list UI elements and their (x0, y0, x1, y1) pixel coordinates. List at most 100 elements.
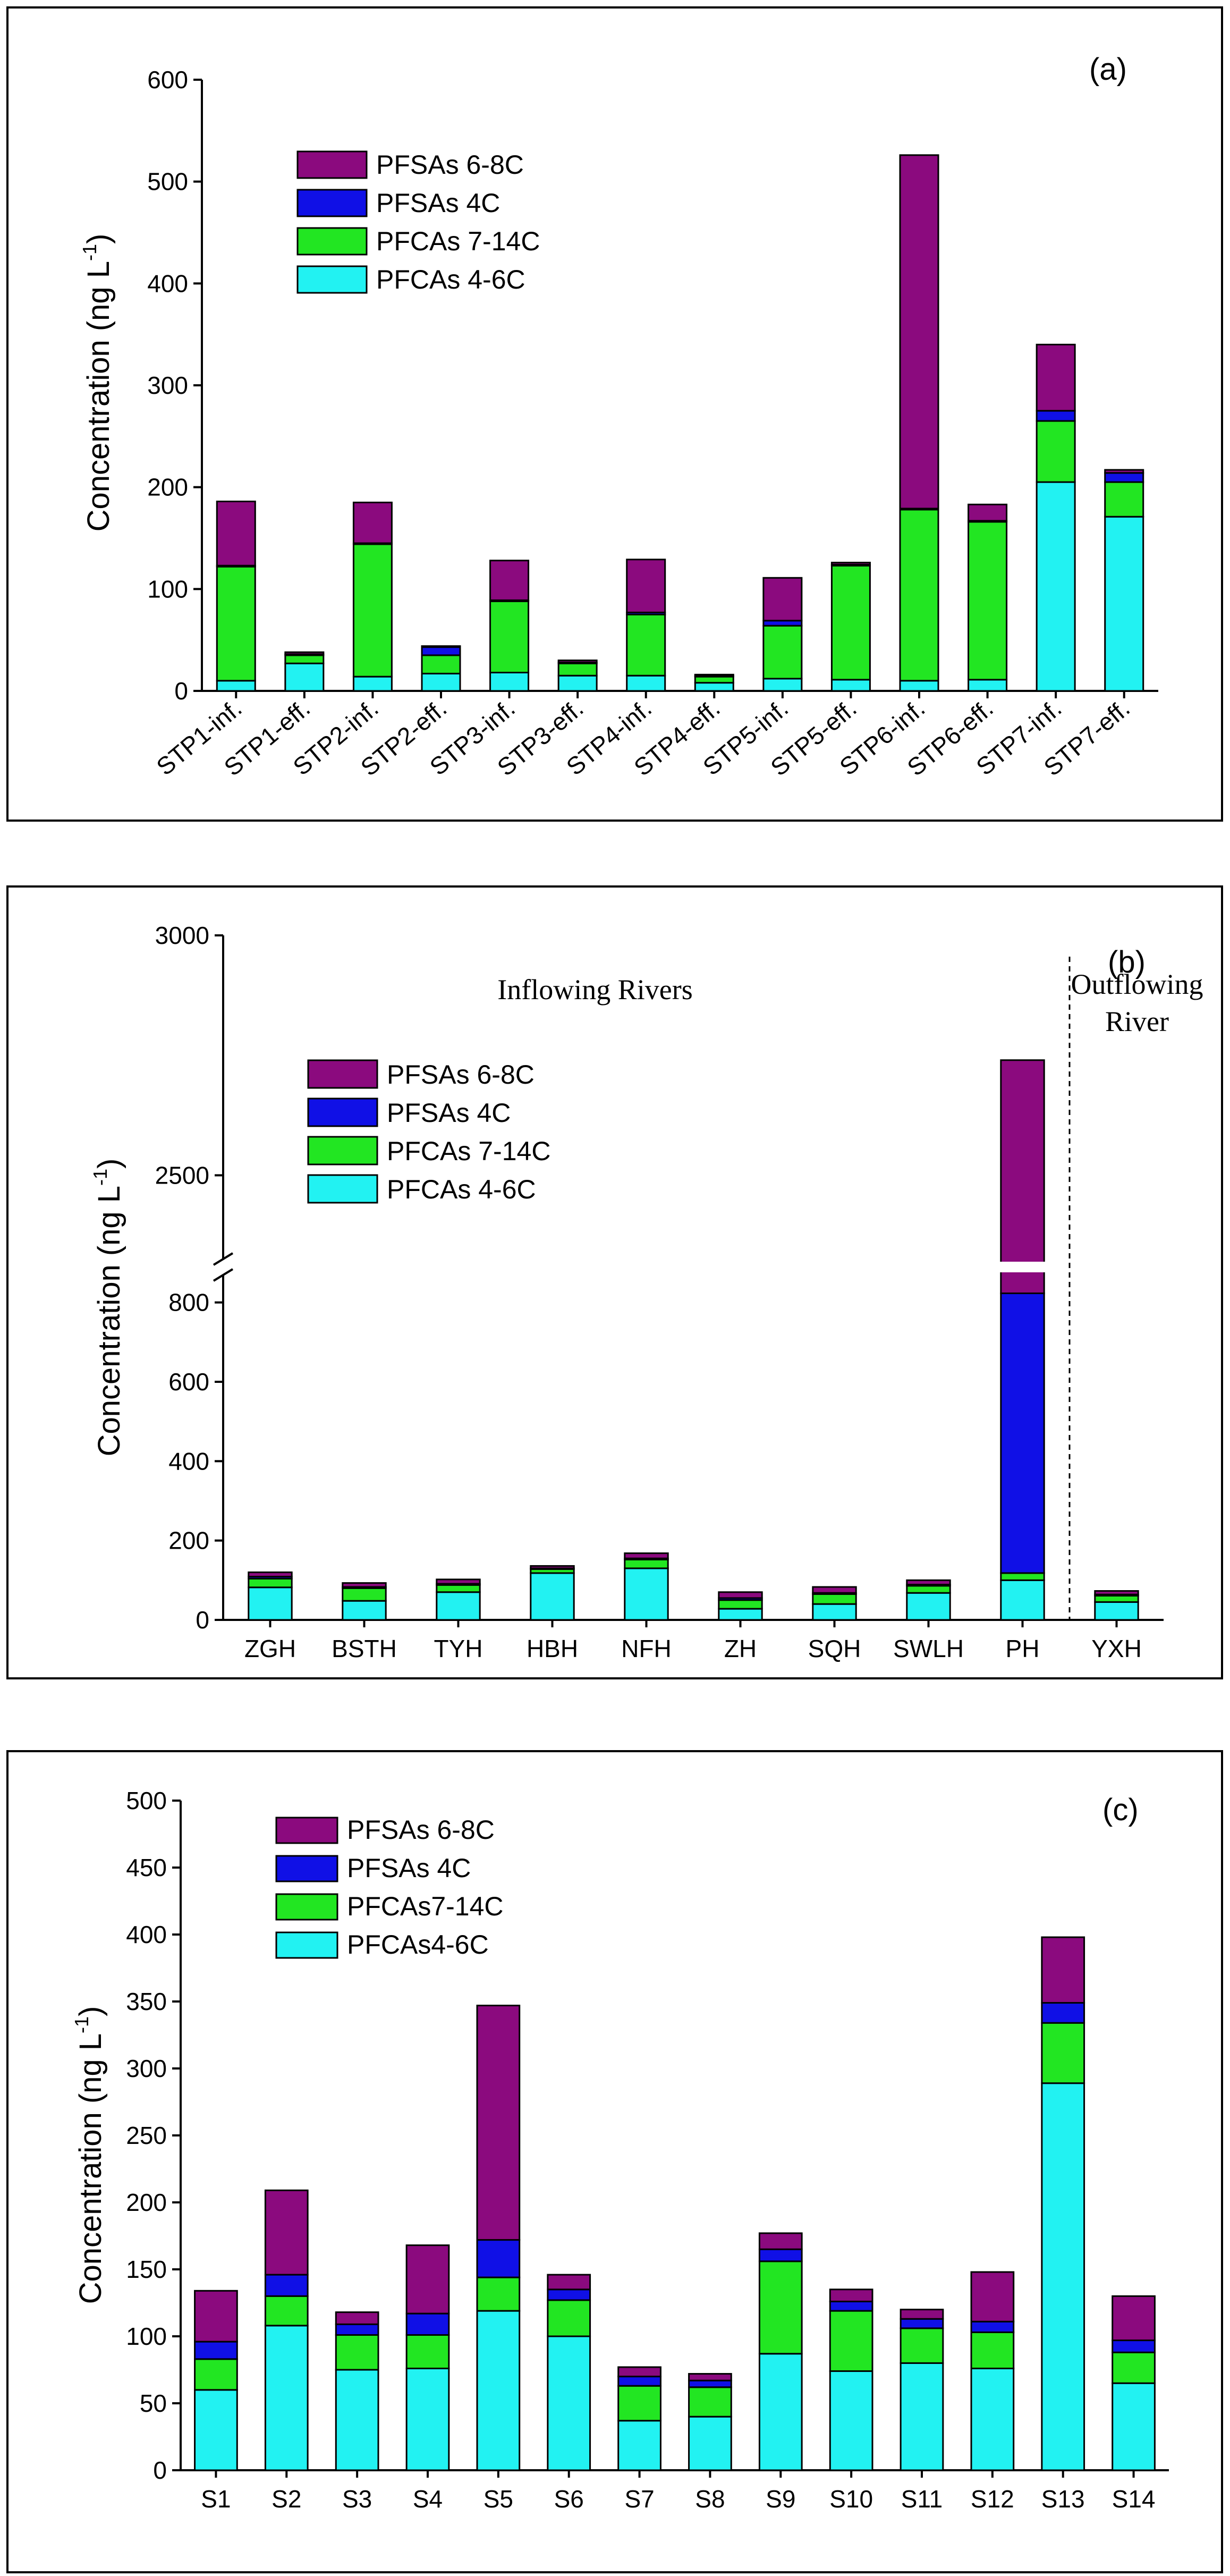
c-category-label: S12 (971, 2485, 1014, 2513)
panel-c-axes: 0 50 100 150 200 250 300 350 400 450 500 S1 S2 S3 S4 S5… (126, 1787, 1169, 2513)
a-legend-swatch-pfcas-7-14c (296, 227, 368, 256)
b-y-tick-label: 3000 (155, 922, 209, 949)
a-bar-stp4-inf-pfcas-4-6c (626, 674, 666, 692)
c-bar-s4-pfcas-4-6c (405, 2367, 450, 2471)
a-bar-stp3-eff-pfcas-7-14c (557, 662, 598, 677)
b-bar-hbh-pfsas-6-8c (530, 1565, 575, 1569)
b-bar-sqh-pfcas-4-6c (812, 1603, 857, 1621)
c-bar-s8-pfcas-4-6c (688, 2415, 732, 2471)
a-bar-stp2-eff-pfsas-6-8c (421, 645, 461, 648)
a-bar-stp7-inf-pfsas-4c (1036, 410, 1076, 422)
c-bar-s8-pfcas-7-14c (688, 2386, 732, 2418)
c-legend-swatch-pfcas4-6c (275, 1931, 338, 1959)
c-y-tick-label: 300 (126, 2055, 167, 2082)
c-y-tick-label: 350 (126, 1988, 167, 2015)
c-bar-s4-pfsas-4c (405, 2312, 450, 2336)
c-bar-s5-pfcas-7-14c (476, 2276, 521, 2312)
b-bar-zh-pfsas-6-8c (718, 1591, 763, 1599)
a-bar-stp7-inf-pfsas-6-8c (1036, 343, 1076, 412)
b-bar-nfh-pfsas-6-8c (624, 1552, 669, 1559)
a-bar-stp5-eff-pfcas-4-6c (830, 679, 871, 692)
a-bar-stp1-eff-pfsas-6-8c (284, 651, 325, 655)
a-bar-stp5-inf-pfsas-6-8c (762, 577, 803, 622)
b-category-label: ZH (724, 1635, 757, 1662)
b-category-label: TYH (434, 1635, 483, 1662)
c-bar-s2-pfcas-7-14c (264, 2295, 309, 2327)
c-category-label: S3 (342, 2485, 372, 2513)
b-y-tick-label: 400 (168, 1447, 209, 1475)
c-bar-s5-pfsas-6-8c (476, 2005, 521, 2241)
c-bar-s10-pfsas-4c (829, 2300, 873, 2312)
c-bar-s4-pfsas-6-8c (405, 2244, 450, 2315)
b-legend-label-pfcas-7-14c: PFCAs 7-14C (387, 1136, 550, 1166)
c-bar-s5-pfcas-4-6c (476, 2310, 521, 2471)
b-legend-label-pfsas-6-8c: PFSAs 6-8C (387, 1060, 535, 1089)
panel-a-y-axis-label: Concentration (ng L-1) (79, 234, 116, 532)
c-category-label: S1 (201, 2485, 231, 2513)
panel-c-label: (c) (1102, 1793, 1139, 1827)
b-bar-sqh-pfcas-7-14c (812, 1593, 857, 1605)
c-bar-s13-pfsas-4c (1041, 2002, 1085, 2024)
c-bar-s8-pfsas-4c (688, 2379, 732, 2388)
c-y-tick-label: 400 (126, 1921, 167, 1948)
b-bar-ph-pfcas-4-6c (1000, 1579, 1045, 1621)
panel-c-bars (194, 1936, 1156, 2471)
outflowing-river-annotation: River (1105, 1006, 1169, 1037)
b-y-tick-label: 0 (196, 1606, 209, 1634)
c-category-label: S9 (766, 2485, 795, 2513)
c-bar-s12-pfsas-4c (970, 2320, 1015, 2333)
c-bar-s11-pfsas-4c (900, 2318, 944, 2329)
c-bar-s6-pfsas-6-8c (547, 2274, 591, 2291)
b-bar-yxh-pfsas-6-8c (1094, 1590, 1139, 1595)
c-category-label: S4 (413, 2485, 443, 2513)
a-bar-stp3-eff-pfsas-6-8c (557, 660, 598, 663)
b-bar-nfh-pfcas-4-6c (624, 1567, 669, 1621)
c-bar-s14-pfsas-6-8c (1112, 2295, 1156, 2342)
a-bar-stp5-eff-pfcas-7-14c (830, 564, 871, 681)
b-axis-break-mark (213, 1252, 234, 1266)
b-legend-label-pfcas-4-6c: PFCAs 4-6C (387, 1175, 536, 1204)
c-bar-s9-pfsas-6-8c (758, 2232, 803, 2250)
c-bar-s1-pfcas-7-14c (194, 2358, 238, 2391)
b-axis-break-mark (213, 1268, 234, 1282)
c-bar-s13-pfcas-4-6c (1041, 2082, 1085, 2471)
c-bar-s9-pfcas-7-14c (758, 2260, 803, 2355)
a-bar-stp3-inf-pfcas-4-6c (489, 672, 530, 692)
panel-b: (b) Inflowing Rivers Outflowing River Co… (6, 885, 1223, 1679)
c-bar-s1-pfsas-4c (194, 2341, 238, 2360)
b-y-tick-label: 800 (168, 1289, 209, 1316)
a-bar-stp6-eff-pfcas-4-6c (968, 679, 1008, 692)
a-bar-stp7-eff-pfsas-4c (1104, 472, 1144, 483)
a-bar-stp3-eff-pfcas-4-6c (557, 674, 598, 692)
c-bar-s3-pfcas-7-14c (335, 2334, 379, 2371)
c-category-label: S8 (695, 2485, 725, 2513)
c-category-label: S7 (624, 2485, 654, 2513)
panel-c: (c) Concentration (ng L-1) 0 50 100 150 200 2… (6, 1750, 1223, 2573)
a-bar-stp3-inf-pfsas-6-8c (489, 560, 530, 601)
c-legend-swatch-pfsas-4c (275, 1855, 338, 1882)
c-y-tick-label: 200 (126, 2189, 167, 2216)
c-bar-s9-pfcas-4-6c (758, 2353, 803, 2471)
a-y-tick-label: 500 (147, 168, 188, 196)
b-category-label: HBH (527, 1635, 578, 1662)
a-bar-stp1-inf-pfcas-4-6c (216, 680, 256, 692)
a-legend-swatch-pfsas-4c (296, 189, 368, 217)
panel-a-legend: PFSAs 6-8C PFSAs 4C PFCAs 7-14C PFCAs 4-6C (296, 150, 540, 294)
c-bar-s7-pfsas-6-8c (617, 2366, 661, 2378)
c-bar-s9-pfsas-4c (758, 2248, 803, 2262)
a-bar-stp7-inf-pfcas-7-14c (1036, 420, 1076, 483)
b-category-label: SWLH (893, 1635, 964, 1662)
c-bar-s14-pfcas-7-14c (1112, 2351, 1156, 2384)
panel-b-y-axis-label: Concentration (ng L-1) (89, 1159, 126, 1457)
b-bar-ph-pfcas-7-14c (1000, 1572, 1045, 1581)
b-bar-nfh-pfcas-7-14c (624, 1559, 669, 1569)
panel-c-y-axis-label: Concentration (ng L-1) (71, 2006, 108, 2304)
c-bar-s7-pfcas-7-14c (617, 2385, 661, 2422)
a-bar-stp6-eff-pfsas-6-8c (968, 503, 1008, 522)
c-y-tick-label: 0 (153, 2456, 167, 2484)
a-bar-stp1-eff-pfcas-7-14c (284, 654, 325, 664)
c-y-tick-label: 250 (126, 2122, 167, 2149)
a-bar-stp7-eff-pfcas-7-14c (1104, 481, 1144, 518)
c-bar-s7-pfsas-4c (617, 2376, 661, 2387)
c-y-tick-label: 50 (140, 2389, 167, 2417)
